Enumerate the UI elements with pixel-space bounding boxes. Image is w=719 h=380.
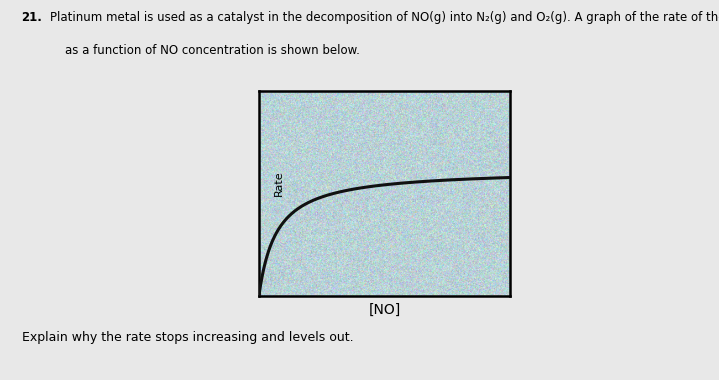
Text: 21.: 21. bbox=[22, 11, 42, 24]
Text: Rate: Rate bbox=[274, 171, 284, 196]
Text: Platinum metal is used as a catalyst in the decomposition of NO(g) into N₂(g) an: Platinum metal is used as a catalyst in … bbox=[50, 11, 719, 24]
Text: Explain why the rate stops increasing and levels out.: Explain why the rate stops increasing an… bbox=[22, 331, 353, 344]
Text: as a function of NO concentration is shown below.: as a function of NO concentration is sho… bbox=[50, 44, 360, 57]
X-axis label: [NO]: [NO] bbox=[369, 303, 400, 317]
